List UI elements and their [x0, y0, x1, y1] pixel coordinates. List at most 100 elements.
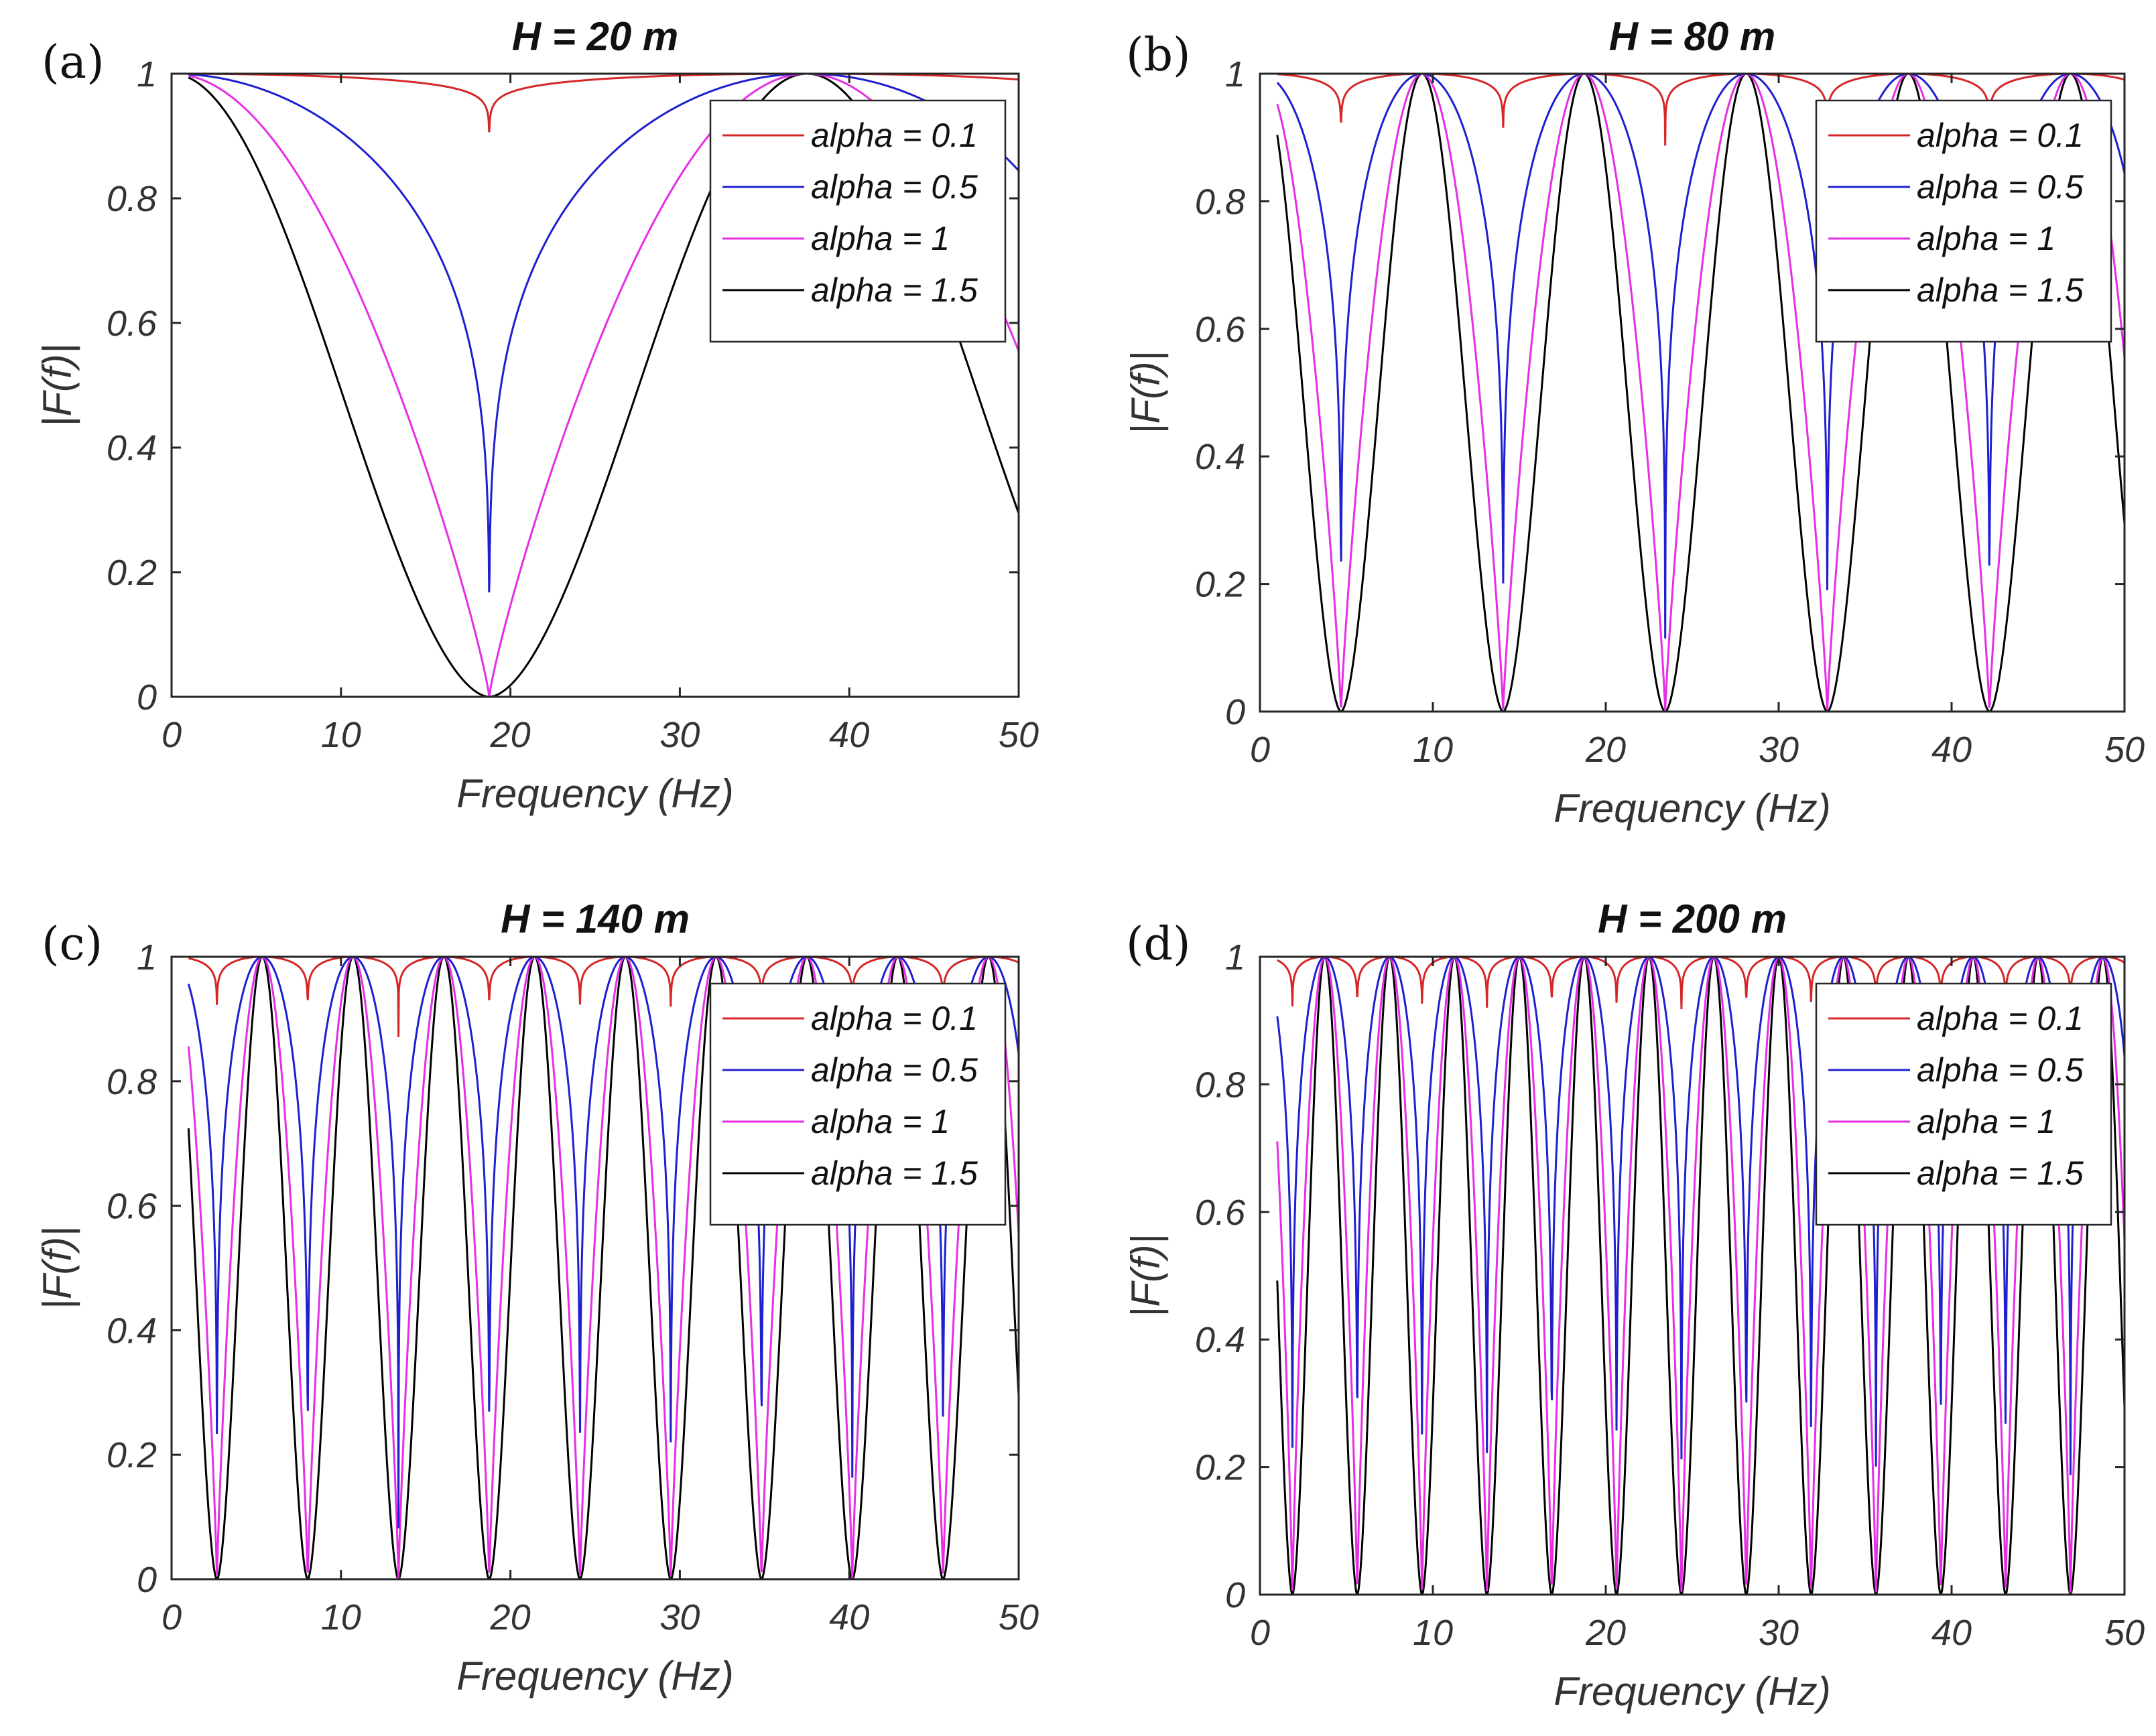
- x-tick-label: 40: [829, 715, 869, 755]
- x-tick-label: 40: [1931, 1613, 1972, 1653]
- x-axis-label: Frequency (Hz): [1553, 786, 1830, 831]
- legend-entry: alpha = 0.5: [1917, 1051, 2084, 1089]
- y-tick-label: 0.6: [1195, 310, 1246, 350]
- legend-entry: alpha = 1.5: [1917, 1154, 2084, 1192]
- legend-entry: alpha = 0.1: [1917, 117, 2084, 154]
- legend-entry: alpha = 0.1: [811, 117, 978, 154]
- y-tick-label: 0.8: [1195, 1065, 1245, 1105]
- y-tick-label: 0.8: [1195, 182, 1245, 222]
- chart-title: H = 80 m: [1609, 14, 1775, 59]
- x-tick-label: 20: [1585, 1613, 1626, 1653]
- x-tick-label: 40: [1931, 730, 1972, 770]
- legend-entry: alpha = 1.5: [811, 271, 978, 309]
- y-tick-label: 0: [137, 1560, 157, 1600]
- panel-label: (b): [1126, 29, 1191, 82]
- y-tick-label: 1: [137, 937, 157, 978]
- legend: alpha = 0.1 alpha = 0.5 alpha = 1 alpha = 1…: [709, 99, 1007, 343]
- x-tick-label: 50: [2104, 730, 2145, 770]
- x-tick-label: 50: [2104, 1613, 2145, 1653]
- y-axis-label: |F(f)|: [35, 344, 80, 427]
- y-tick-label: 0.6: [1195, 1193, 1246, 1233]
- x-tick-label: 10: [1413, 1613, 1453, 1653]
- x-tick-label: 40: [829, 1597, 869, 1638]
- y-tick-label: 0.2: [1195, 1448, 1245, 1488]
- legend-entry: alpha = 0.5: [811, 168, 978, 206]
- x-tick-label: 30: [659, 1597, 700, 1638]
- chart-title: H = 200 m: [1598, 896, 1787, 941]
- legend-entry: alpha = 0.5: [811, 1051, 978, 1089]
- legend-box: [1815, 99, 2112, 343]
- y-tick-label: 0.6: [107, 1187, 157, 1227]
- y-tick-label: 0.4: [1195, 437, 1245, 477]
- y-tick-label: 0.2: [107, 1435, 157, 1475]
- y-tick-label: 0.4: [107, 428, 157, 468]
- y-tick-label: 0: [1225, 692, 1245, 732]
- x-tick-label: 0: [1250, 730, 1270, 770]
- legend: alpha = 0.1 alpha = 0.5 alpha = 1 alpha = 1…: [709, 982, 1007, 1226]
- y-tick-label: 0.6: [107, 304, 157, 344]
- y-axis-label: |F(f)|: [1123, 351, 1169, 434]
- legend-entry: alpha = 1.5: [811, 1154, 978, 1192]
- x-tick-label: 10: [1413, 730, 1453, 770]
- y-tick-label: 1: [137, 54, 157, 94]
- y-tick-label: 0.8: [107, 1062, 157, 1102]
- y-axis-label: |F(f)|: [35, 1226, 80, 1309]
- y-tick-label: 0.2: [107, 553, 157, 593]
- chart-panel-d: 0 10 20 30 40 50 0 0.2 0.4 0.6 0.8 1 Frequency (Hz) |…: [1123, 896, 2145, 1714]
- y-tick-label: 0: [137, 677, 157, 718]
- legend-box: [1815, 982, 2112, 1226]
- axes-box: [170, 72, 1020, 698]
- x-tick-label: 0: [162, 715, 182, 755]
- legend-entry: alpha = 1.5: [1917, 271, 2084, 309]
- axes-box: [1259, 72, 2126, 713]
- y-tick-label: 1: [1225, 54, 1245, 94]
- y-tick-label: 1: [1225, 937, 1245, 978]
- legend-entry: alpha = 0.1: [1917, 1000, 2084, 1037]
- y-axis-label: |F(f)|: [1123, 1234, 1169, 1317]
- x-tick-label: 10: [321, 715, 361, 755]
- x-tick-label: 20: [490, 715, 531, 755]
- chart-title: H = 20 m: [512, 14, 678, 59]
- series-line-alpha-1-5: [1276, 74, 2125, 712]
- legend-box: [709, 99, 1007, 343]
- legend-entry: alpha = 0.5: [1917, 168, 2084, 206]
- legend-entry: alpha = 0.1: [811, 1000, 978, 1037]
- y-tick-label: 0.4: [1195, 1320, 1245, 1360]
- series-line-alpha-0-5: [1276, 957, 2125, 1475]
- series-line-alpha-0-5: [188, 74, 1019, 593]
- legend: alpha = 0.1 alpha = 0.5 alpha = 1 alpha = 1…: [1815, 982, 2112, 1226]
- chart-panel-b: 0 10 20 30 40 50 0 0.2 0.4 0.6 0.8 1 Frequency (Hz) |…: [1123, 14, 2145, 831]
- panel-label: (c): [42, 918, 103, 971]
- panel-label: (d): [1126, 918, 1191, 971]
- x-tick-label: 10: [321, 1597, 361, 1638]
- panel-label: (a): [42, 36, 105, 89]
- x-tick-label: 30: [1759, 1613, 1799, 1653]
- x-tick-label: 30: [659, 715, 700, 755]
- y-tick-label: 0.2: [1195, 565, 1245, 605]
- series-line-alpha-0-1: [188, 957, 1019, 1037]
- chart-title: H = 140 m: [501, 896, 690, 941]
- series-line-alpha-0-1: [1277, 957, 2125, 1014]
- x-tick-label: 0: [162, 1597, 182, 1638]
- x-tick-label: 50: [999, 715, 1039, 755]
- x-tick-label: 20: [1585, 730, 1626, 770]
- y-tick-label: 0.8: [107, 179, 157, 219]
- legend-entry: alpha = 1: [811, 1103, 950, 1140]
- x-axis-label: Frequency (Hz): [456, 771, 733, 816]
- legend-entry: alpha = 1: [1917, 220, 2055, 257]
- x-tick-label: 0: [1250, 1613, 1270, 1653]
- x-tick-label: 50: [999, 1597, 1039, 1638]
- axes-box: [170, 955, 1020, 1581]
- y-tick-label: 0: [1225, 1575, 1245, 1615]
- chart-panel-c: 0 10 20 30 40 50 0 0.2 0.4 0.6 0.8 1 Frequency (Hz) |…: [35, 896, 1039, 1698]
- chart-panel-a: 0 10 20 30 40 50 0 0.2 0.4 0.6 0.8 1 Frequency (Hz) |…: [35, 14, 1039, 816]
- x-tick-label: 20: [490, 1597, 531, 1638]
- x-tick-label: 30: [1759, 730, 1799, 770]
- y-tick-label: 0.4: [107, 1311, 157, 1351]
- axes-box: [1259, 955, 2126, 1596]
- x-axis-label: Frequency (Hz): [456, 1654, 733, 1698]
- x-axis-label: Frequency (Hz): [1553, 1669, 1830, 1714]
- legend-entry: alpha = 1: [811, 220, 950, 257]
- legend-box: [709, 982, 1007, 1226]
